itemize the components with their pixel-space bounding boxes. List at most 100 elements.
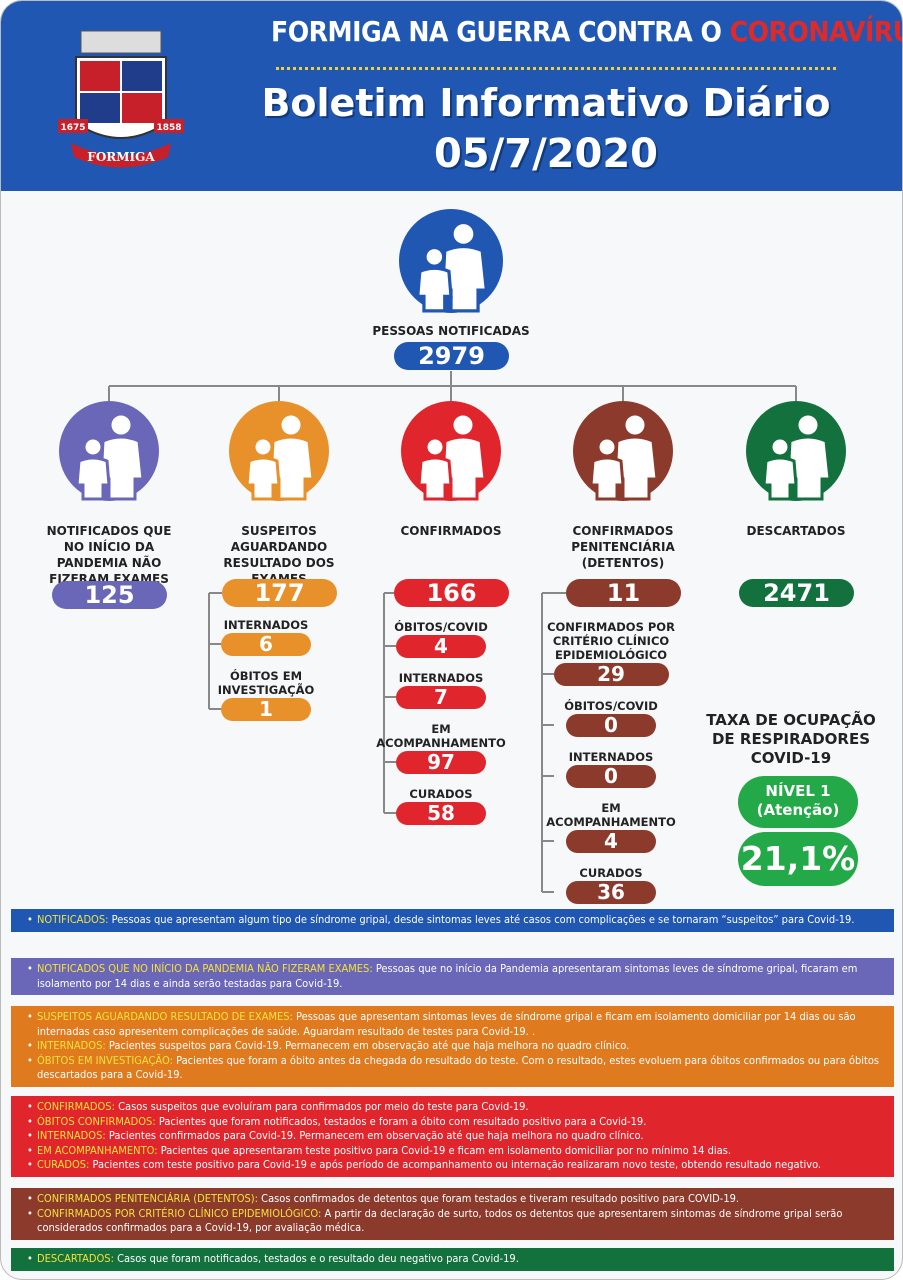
column-value: 2471 (739, 579, 854, 607)
legend-term: ÓBITOS EM INVESTIGAÇÃO: (37, 1053, 173, 1067)
logo-name: FORMIGA (87, 150, 155, 164)
legend-term: CONFIRMADOS PENITENCIÁRIA (DETENTOS): (37, 1192, 259, 1205)
sub-label: EM ACOMPANHAMENTO (546, 801, 676, 829)
sub-list: INTERNADOS 6 ÓBITOS EM INVESTIGAÇÃO 1 (201, 618, 331, 734)
legend-box: SUSPEITOS AGUARDANDO RESULTADO DE EXAMES… (11, 1006, 894, 1087)
people-icon (229, 401, 329, 501)
logo-part (122, 61, 162, 91)
legend-text: Pacientes com teste positivo para Covid-… (92, 1158, 822, 1171)
people-icon (59, 401, 159, 501)
sub-value: 4 (396, 635, 486, 658)
date: 05/7/2020 (433, 131, 659, 177)
header-title: FORMIGA NA GUERRA CONTRA O CORONAVÍRUS (271, 15, 902, 48)
legend-box: NOTIFICADOS: Pessoas que apresentam algu… (11, 909, 894, 932)
column-value: 11 (566, 579, 681, 607)
icon-people (245, 412, 315, 501)
connector (108, 371, 797, 401)
icon-people (75, 412, 145, 501)
sub-value: 0 (566, 765, 656, 788)
logo-year: 1675 (60, 123, 85, 133)
respirator-level: NÍVEL 1 (Atenção) (738, 776, 858, 828)
legend-box: NOTIFICADOS QUE NO INÍCIO DA PANDEMIA NÃ… (11, 958, 894, 995)
sub-label: CURADOS (579, 866, 643, 880)
sub-value: 0 (566, 714, 656, 737)
sub-label: INTERNADOS (398, 671, 484, 685)
legend-term: INTERNADOS: (37, 1129, 106, 1142)
notified-label: PESSOAS NOTIFICADAS (372, 324, 530, 338)
legend-item: DESCARTADOS: Casos que foram notificados… (25, 1252, 884, 1267)
icon-people (762, 412, 832, 501)
logo-ribbon (58, 119, 88, 133)
level-name: NÍVEL 1 (765, 782, 831, 800)
legend-term: CURADOS: (37, 1158, 90, 1171)
legend-term: DESCARTADOS: (37, 1252, 114, 1265)
level-note: (Atenção) (756, 801, 840, 819)
legend-item: EM ACOMPANHAMENTO: Pacientes que apresen… (25, 1144, 884, 1159)
sub-label: EM ACOMPANHAMENTO (376, 722, 506, 750)
people-icon (573, 401, 673, 501)
sub-value: 29 (553, 663, 669, 686)
title-prefix: FORMIGA NA GUERRA CONTRA O (271, 15, 722, 48)
column-label: NOTIFICADOS QUE NO INÍCIO DA PANDEMIA NÃ… (46, 524, 172, 586)
legend-text: A partir da declaração de surto, todos o… (37, 1206, 843, 1235)
legend-text: Casos que foram notificados, testados e … (117, 1252, 519, 1265)
legend-item: NOTIFICADOS: Pessoas que apresentam algu… (25, 913, 884, 928)
legend-term: CONFIRMADOS: (37, 1100, 115, 1113)
header: 1675 1858 FORMIGA FORMIGA NA GUERRA CONT… (1, 1, 902, 191)
tree (108, 371, 797, 893)
legend-text: Casos confirmados de detentos que foram … (261, 1192, 740, 1205)
legend-box: CONFIRMADOS: Casos suspeitos que evoluír… (11, 1096, 894, 1177)
legend-term: NOTIFICADOS: (37, 913, 109, 926)
legend-item: ÓBITOS EM INVESTIGAÇÃO: Pacientes que fo… (25, 1054, 884, 1083)
legend-item: CURADOS: Pacientes com teste positivo pa… (25, 1158, 884, 1173)
legend-box: DESCARTADOS: Casos que foram notificados… (11, 1248, 894, 1271)
sub-value: 4 (566, 830, 656, 853)
logo-part (80, 93, 120, 123)
legend-text: Pessoas que no início da Pandemia aprese… (37, 962, 858, 990)
legend-term: ÓBITOS CONFIRMADOS: (37, 1114, 156, 1128)
legend-text: Casos suspeitos que evoluíram para confi… (118, 1100, 529, 1113)
divider (276, 67, 836, 70)
legend-text: Pacientes suspeitos para Covid-19. Perma… (108, 1039, 630, 1052)
legend-item: INTERNADOS: Pacientes suspeitos para Cov… (25, 1039, 884, 1054)
respirator-rate: 21,1% (738, 832, 858, 886)
column-value: 177 (222, 579, 337, 607)
legend-text: Pacientes confirmados para Covid-19. Per… (108, 1129, 644, 1142)
column-value: 125 (52, 581, 167, 609)
logo-ribbon (154, 119, 184, 133)
legend-item: SUSPEITOS AGUARDANDO RESULTADO DE EXAMES… (25, 1010, 884, 1039)
legend-item: INTERNADOS: Pacientes confirmados para C… (25, 1129, 884, 1144)
legend-term: EM ACOMPANHAMENTO: (37, 1143, 158, 1157)
legend-item: CONFIRMADOS PENITENCIÁRIA (DETENTOS): Ca… (25, 1192, 884, 1207)
sub-value: 36 (566, 881, 656, 904)
people-icon (399, 209, 503, 313)
subtitle: Boletim Informativo Diário (261, 81, 831, 125)
column-label: CONFIRMADOS PENITENCIÁRIA (DETENTOS) (571, 524, 675, 570)
sub-value: 1 (221, 698, 311, 721)
legend-item: NOTIFICADOS QUE NO INÍCIO DA PANDEMIA NÃ… (25, 962, 884, 991)
sub-label: INTERNADOS (568, 750, 654, 764)
sub-list: CONFIRMADOS POR CRITÉRIO CLÍNICO EPIDEMI… (546, 620, 676, 917)
column-value: 166 (394, 579, 509, 607)
legend-text: Pessoas que apresentam algum tipo de sín… (111, 913, 855, 926)
legend-text: Pacientes que foram notificados, testado… (158, 1114, 647, 1128)
connector (383, 592, 396, 814)
sub-label: ÓBITOS/COVID (394, 620, 488, 634)
icon-people (589, 412, 659, 501)
logo-part (80, 61, 120, 91)
legend-box: CONFIRMADOS PENITENCIÁRIA (DETENTOS): Ca… (11, 1188, 894, 1240)
logo-year: 1858 (156, 123, 181, 133)
sub-value: 58 (396, 802, 486, 825)
column-label: DESCARTADOS (746, 524, 846, 538)
sub-value: 6 (221, 633, 311, 656)
logo-crown (80, 30, 162, 54)
connector (541, 592, 566, 893)
legend-text: Pessoas que apresentam sintomas leves de… (37, 1010, 856, 1038)
sub-label: ÓBITOS EM INVESTIGAÇÃO (217, 669, 315, 697)
sub-value: 7 (396, 686, 486, 709)
sub-list: ÓBITOS/COVID 4 INTERNADOS 7 EM ACOMPANHAMENT… (376, 620, 506, 838)
column-label: SUSPEITOS AGUARDANDO RESULTADO DOS EXAME… (223, 524, 335, 586)
column-label: CONFIRMADOS (400, 524, 502, 538)
legend-item: ÓBITOS CONFIRMADOS: Pacientes que foram … (25, 1115, 884, 1130)
